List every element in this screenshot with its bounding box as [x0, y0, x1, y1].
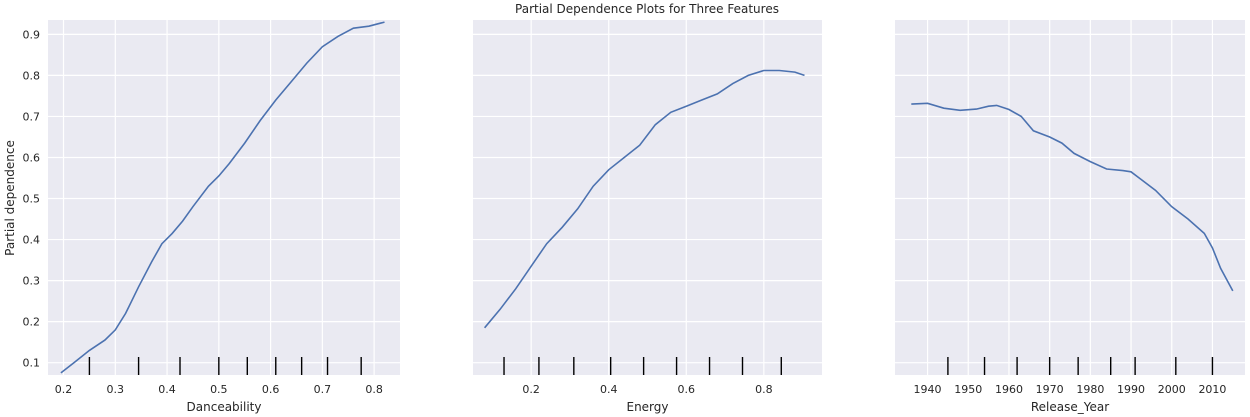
x-tick-label: 0.6	[678, 383, 696, 396]
x-tick-label: 0.7	[314, 383, 332, 396]
x-tick-label: 0.6	[262, 383, 280, 396]
y-tick-label: 0.5	[23, 193, 41, 206]
panel-2: 0.2 0.4 0.6 0.8 Energy	[473, 20, 822, 414]
y-tick-label: 0.8	[23, 69, 41, 82]
y-tick-label: 0.3	[23, 275, 41, 288]
partial-dependence-line	[911, 102, 1234, 292]
figure-title: Partial Dependence Plots for Three Featu…	[515, 2, 779, 16]
panel-1: 0.1 0.2 0.3 0.4 0.5 0.6 0.7 0.8 0.9 0.2 0.3 0.4 0.5 0…	[23, 20, 400, 414]
y-tick-label: 0.1	[23, 357, 41, 370]
x-tick-label: 2000	[1158, 383, 1186, 396]
y-axis-label: Partial dependence	[3, 140, 17, 256]
x-axis-label: Release_Year	[1031, 400, 1109, 414]
y-tick-label: 0.7	[23, 110, 41, 123]
plot-area	[48, 20, 400, 375]
x-tick-label: 0.2	[55, 383, 73, 396]
y-tick-label: 0.9	[23, 28, 41, 41]
x-tick-label: 2010	[1198, 383, 1226, 396]
partial-dependence-line	[483, 69, 805, 329]
x-tick-label: 0.3	[107, 383, 125, 396]
x-tick-label: 1980	[1076, 383, 1104, 396]
plot-area	[895, 20, 1245, 375]
x-tick-label: 1960	[995, 383, 1023, 396]
panels: 0.1 0.2 0.3 0.4 0.5 0.6 0.7 0.8 0.9 0.2 0.3 0.4 0.5 0…	[23, 20, 1245, 414]
x-tick-label: 0.4	[600, 383, 618, 396]
y-tick-label: 0.6	[23, 151, 41, 164]
x-tick-label: 1970	[1036, 383, 1064, 396]
x-tick-label: 0.8	[365, 383, 383, 396]
y-tick-label: 0.4	[23, 234, 41, 247]
x-tick-label: 0.2	[522, 383, 540, 396]
partial-dependence-line	[60, 21, 385, 374]
x-tick-label: 1950	[954, 383, 982, 396]
x-axis-label: Danceability	[187, 400, 262, 414]
x-tick-label: 0.8	[755, 383, 773, 396]
x-tick-label: 0.4	[158, 383, 176, 396]
x-tick-label: 1990	[1117, 383, 1145, 396]
x-tick-label: 0.5	[210, 383, 228, 396]
panel-3: 1940 1950 1960 1970 1980 1990 2000 2010 Release_…	[895, 20, 1245, 414]
y-tick-label: 0.2	[23, 316, 41, 329]
x-tick-label: 1940	[914, 383, 942, 396]
x-axis-label: Energy	[626, 400, 668, 414]
